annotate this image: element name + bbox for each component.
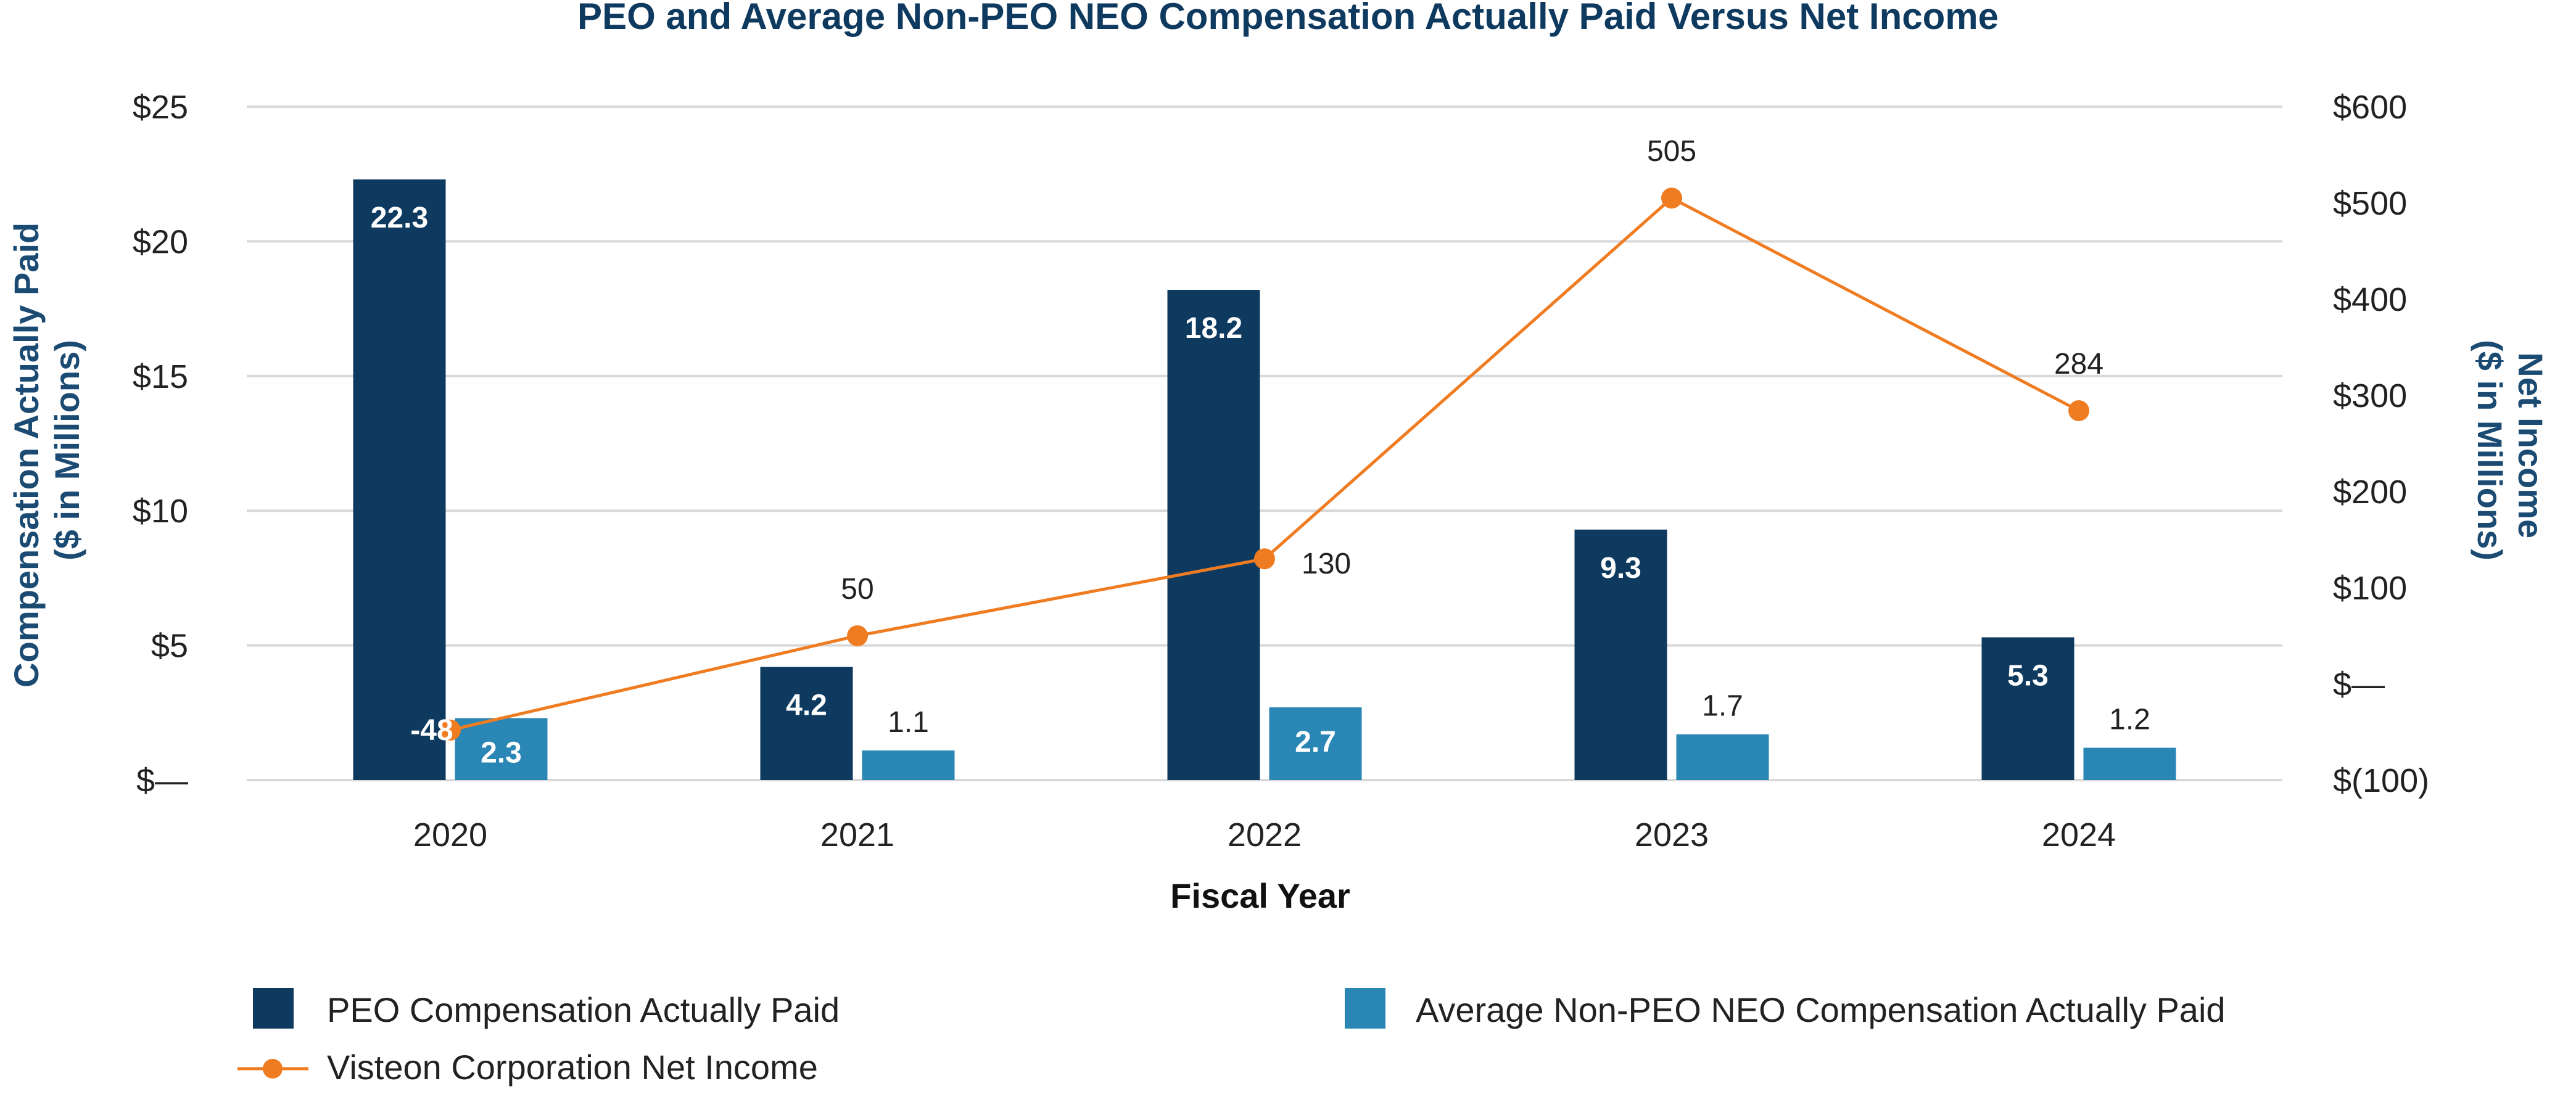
data-label-peo: 22.3 <box>371 202 428 234</box>
data-label-peo: 9.3 <box>1600 552 1641 585</box>
right-axis-tick-label: $400 <box>2333 281 2407 318</box>
legend-swatch-peo <box>253 988 294 1029</box>
right-axis-tick-label: $(100) <box>2333 762 2429 799</box>
data-label-peo: 4.2 <box>786 689 827 722</box>
x-axis-tick-label: 2022 <box>1228 816 1302 853</box>
data-label-net-income: 505 <box>1647 135 1696 168</box>
right-axis-tick-label: $300 <box>2333 377 2407 414</box>
net-income-point <box>847 625 868 646</box>
x-axis-title: Fiscal Year <box>1170 876 1350 915</box>
data-label-peo: 18.2 <box>1185 312 1242 345</box>
net-income-line-path <box>450 196 2080 732</box>
legend-label-net-income: Visteon Corporation Net Income <box>327 1048 818 1087</box>
net-income-point <box>440 719 461 741</box>
x-axis-tick-label: 2020 <box>413 816 487 853</box>
legend-label-non-peo: Average Non-PEO NEO Compensation Actuall… <box>1416 990 2226 1029</box>
gridlines <box>247 105 2282 781</box>
bar-non-peo-compensation <box>1269 707 1362 780</box>
left-axis-tick-label: $25 <box>133 89 188 126</box>
left-axis-tick-label: $— <box>136 762 188 799</box>
data-label-net-income: 50 <box>841 573 873 606</box>
left-axis-title-line: Compensation Actually Paid <box>7 223 46 688</box>
bar-non-peo-compensation <box>455 718 548 780</box>
x-axis-tick-label: 2024 <box>2042 816 2116 853</box>
bar-peo-compensation <box>760 667 853 780</box>
bar-non-peo-compensation <box>1676 734 1769 780</box>
right-axis-title-line: ($ in Millions) <box>2471 340 2509 561</box>
right-axis-tick-label: $600 <box>2333 89 2407 126</box>
bar-peo-compensation <box>1574 529 1667 780</box>
bar-peo-compensation <box>1167 290 1260 780</box>
left-axis-tick-label: $20 <box>133 223 188 260</box>
data-label-non-peo: 1.2 <box>2109 704 2150 736</box>
data-label-net-income: 130 <box>1302 548 1351 580</box>
net-income-point <box>1661 187 1682 209</box>
left-axis-tick-label: $5 <box>151 628 188 665</box>
legend-label-peo: PEO Compensation Actually Paid <box>327 990 840 1029</box>
data-label-non-peo: 1.1 <box>888 706 929 739</box>
right-axis-tick-label: $500 <box>2333 185 2407 222</box>
legend: PEO Compensation Actually Paid Average N… <box>237 988 2226 1087</box>
net-income-point <box>1254 548 1275 570</box>
legend-swatch-net-income-marker <box>263 1059 283 1079</box>
net-income-point <box>2068 400 2089 421</box>
bar-peo-compensation <box>1981 637 2074 780</box>
bars: 22.3 2.3 4.2 1.1 18.2 2.7 9.3 1.7 5.3 1.2 <box>353 179 2176 780</box>
x-axis-ticks: 2020 2021 2022 2023 2024 <box>413 816 2116 853</box>
data-label-net-income: 284 <box>2054 348 2103 380</box>
data-label-non-peo: 1.7 <box>1702 690 1743 723</box>
right-axis-tick-label: $— <box>2333 666 2385 703</box>
data-label-non-peo: 2.7 <box>1295 726 1336 758</box>
left-axis-tick-label: $15 <box>133 358 188 395</box>
right-axis-tick-label: $100 <box>2333 570 2407 607</box>
net-income-line: -48 50 130 505 284 <box>410 135 2103 747</box>
bar-non-peo-compensation <box>2083 747 2176 780</box>
chart-title: PEO and Average Non-PEO NEO Compensation… <box>577 0 1999 37</box>
x-axis-tick-label: 2023 <box>1635 816 1709 853</box>
right-axis-ticks: $(100) $— $100 $200 $300 $400 $500 $600 <box>2333 89 2429 799</box>
left-axis-title: Compensation Actually Paid ($ in Million… <box>7 213 86 688</box>
bar-peo-compensation <box>353 179 446 780</box>
legend-swatch-non-peo <box>1345 988 1385 1029</box>
right-axis-title-line: Net Income <box>2511 352 2550 538</box>
left-axis-title-line: ($ in Millions) <box>47 340 86 561</box>
bar-non-peo-compensation <box>862 750 955 780</box>
data-label-peo: 5.3 <box>2007 659 2049 692</box>
right-axis-title: Net Income ($ in Millions) <box>2471 340 2550 561</box>
x-axis-tick-label: 2021 <box>820 816 894 853</box>
right-axis-tick-label: $200 <box>2333 474 2407 511</box>
data-label-non-peo: 2.3 <box>481 737 522 770</box>
data-label-net-income: -48 <box>410 714 453 747</box>
left-axis-tick-label: $10 <box>133 493 188 530</box>
left-axis-ticks: $— $5 $10 $15 $20 $25 <box>133 89 188 799</box>
